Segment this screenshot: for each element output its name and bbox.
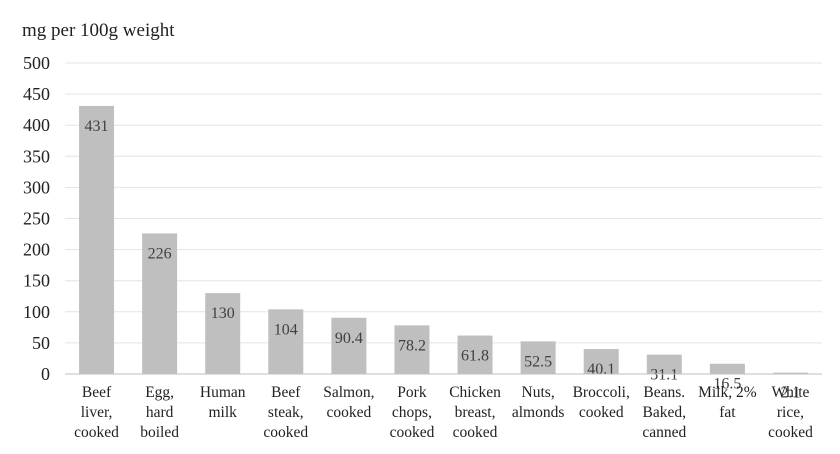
data-label: 90.4 — [335, 330, 363, 347]
y-tick-label: 350 — [23, 146, 50, 166]
category-label: Beef steak, cooked — [263, 384, 308, 441]
bar — [457, 335, 493, 374]
data-label: 61.8 — [461, 348, 489, 365]
data-label: 16.5 — [713, 376, 741, 393]
y-tick-label: 0 — [41, 364, 50, 384]
category-label-line: rice, — [777, 404, 804, 421]
category-label: Salmon, cooked — [323, 384, 374, 421]
category-label-line: Milk, 2% — [698, 384, 757, 401]
bar — [205, 293, 241, 374]
category-labels: Beef liver, cooked Egg, hard boiled Human milk B… — [74, 384, 813, 441]
category-label-line: boiled — [140, 424, 179, 441]
bar — [709, 363, 745, 374]
category-label-line: cooked — [579, 404, 624, 421]
category-label-line: Beans. — [643, 384, 685, 401]
category-label-line: hard — [146, 404, 174, 421]
data-label: 104 — [274, 321, 298, 338]
category-label-line: Baked, — [643, 404, 686, 421]
category-label-line: cooked — [768, 424, 813, 441]
data-label: 431 — [85, 118, 109, 135]
category-label-line: chops, — [392, 404, 432, 421]
category-label-line: cooked — [263, 424, 308, 441]
y-tick-label: 450 — [23, 84, 50, 104]
y-tick-label: 400 — [23, 115, 50, 135]
category-label-line: Chicken — [449, 384, 501, 401]
category-label-line: almonds — [512, 404, 565, 421]
category-label: Nuts, almonds — [512, 384, 565, 421]
category-label-line: Pork — [397, 384, 427, 401]
y-tick-label: 500 — [23, 53, 50, 73]
bar — [646, 354, 682, 374]
category-label-line: cooked — [453, 424, 498, 441]
y-tick-labels: 0 50 100 150 200 250 300 350 400 450 500 — [23, 53, 50, 384]
y-tick-label: 100 — [23, 302, 50, 322]
data-label: 226 — [148, 245, 172, 262]
category-label-line: Beef — [82, 384, 112, 401]
data-label: 52.5 — [524, 353, 552, 370]
data-label: 40.1 — [587, 361, 615, 378]
y-tick-label: 250 — [23, 209, 50, 229]
category-label: Human milk — [200, 384, 246, 421]
category-label-line: cooked — [74, 424, 119, 441]
y-tick-label: 150 — [23, 271, 50, 291]
category-label-line: Egg, — [145, 384, 174, 401]
data-label: 2.1 — [780, 385, 800, 402]
category-label: Chicken breast, cooked — [449, 384, 501, 441]
category-label: Milk, 2% fat — [698, 384, 757, 421]
category-label-line: cooked — [326, 404, 371, 421]
data-label: 78.2 — [398, 337, 426, 354]
category-label: Pork chops, cooked — [390, 384, 435, 441]
bar — [583, 349, 619, 374]
bar — [520, 341, 556, 374]
category-label-line: canned — [642, 424, 686, 441]
category-label-line: Human — [200, 384, 246, 401]
bar — [772, 372, 808, 374]
category-label: Egg, hard boiled — [140, 384, 179, 441]
bar — [394, 325, 430, 374]
bar — [79, 105, 115, 374]
y-tick-label: 300 — [23, 177, 50, 197]
bar — [268, 309, 304, 374]
category-label: Broccoli, cooked — [573, 384, 630, 421]
category-label-line: White — [772, 384, 810, 401]
y-tick-label: 50 — [32, 333, 50, 353]
category-label: Beef liver, cooked — [74, 384, 119, 441]
bar — [331, 317, 367, 374]
category-label-line: Broccoli, — [573, 384, 630, 401]
gridlines — [65, 62, 822, 344]
bars: 431 226 130 104 90.4 78.2 61.8 52.5 40.1 31.1 16.5… — [79, 105, 808, 402]
category-label: White rice, cooked — [768, 384, 813, 441]
category-label-line: Beef — [271, 384, 301, 401]
bar — [142, 233, 178, 374]
y-tick-label: 200 — [23, 240, 50, 260]
category-label-line: cooked — [390, 424, 435, 441]
category-label-line: steak, — [268, 404, 304, 421]
y-axis-label: mg per 100g weight — [22, 20, 175, 41]
category-label: Beans. Baked, canned — [642, 384, 686, 441]
category-label-line: Salmon, — [323, 384, 374, 401]
data-label: 31.1 — [650, 367, 678, 384]
category-label-line: Nuts, — [522, 384, 555, 401]
data-label: 130 — [211, 305, 235, 322]
category-label-line: liver, — [81, 404, 113, 421]
category-label-line: fat — [719, 404, 736, 421]
category-label-line: breast, — [455, 404, 496, 421]
category-label-line: milk — [208, 404, 237, 421]
